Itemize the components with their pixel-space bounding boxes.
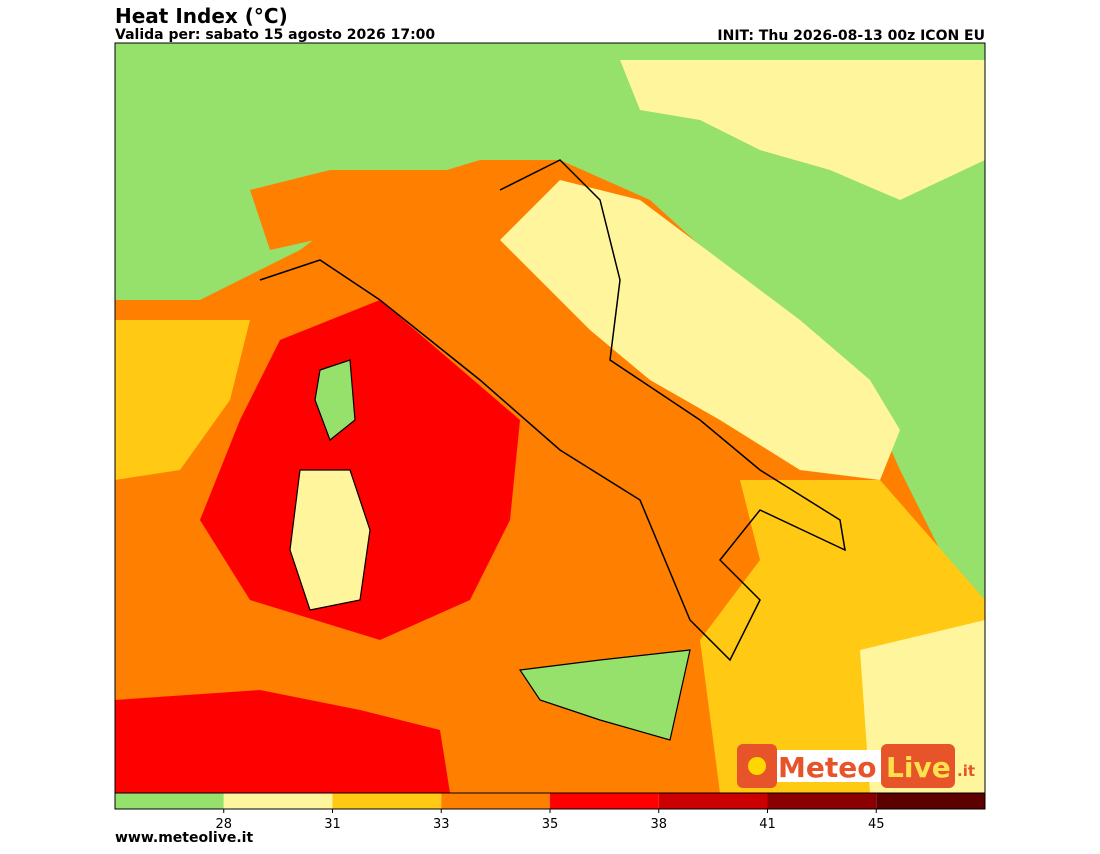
colorbar-tick-label: 38 bbox=[650, 817, 667, 832]
colorbar-segment bbox=[876, 793, 985, 809]
island-sardinia bbox=[289, 469, 371, 611]
title: Heat Index (°C) bbox=[115, 4, 288, 28]
zone-west bbox=[115, 320, 250, 480]
colorbar-segment bbox=[332, 793, 442, 809]
logo-bg bbox=[777, 750, 881, 782]
colorbar-segment bbox=[658, 793, 768, 809]
footer-site: www.meteolive.it bbox=[115, 830, 253, 846]
colorbar-tick-label: 45 bbox=[868, 817, 885, 832]
logo: Meteo Live .it bbox=[737, 744, 975, 788]
colorbar-tick-label: 35 bbox=[542, 817, 559, 832]
coastline-italy bbox=[259, 159, 846, 662]
logo-sun bbox=[748, 757, 766, 775]
zone-africa-red bbox=[115, 690, 450, 793]
zone-adriatic bbox=[500, 180, 900, 480]
valid-time: Valida per: sabato 15 agosto 2026 17:00 bbox=[115, 27, 435, 43]
island-sicily bbox=[518, 649, 691, 741]
logo-suffix: .it bbox=[957, 762, 975, 780]
colorbar-tick-label: 41 bbox=[759, 817, 776, 832]
colorbar-segment bbox=[550, 793, 659, 809]
colorbar-tick-label: 33 bbox=[433, 817, 450, 832]
colorbar-tick-label: 31 bbox=[324, 817, 341, 832]
colorbar-segment bbox=[441, 793, 550, 809]
logo-meteo: Meteo bbox=[778, 751, 876, 784]
map bbox=[114, 42, 986, 794]
colorbar: 28 31 33 35 38 41 45 bbox=[114, 792, 986, 832]
init-time: INIT: Thu 2026-08-13 00z ICON EU bbox=[717, 28, 985, 44]
colorbar-tick-label: 28 bbox=[215, 817, 232, 832]
zone-po bbox=[250, 170, 500, 250]
logo-live-bg bbox=[881, 744, 955, 788]
colorbar-segment bbox=[223, 793, 333, 809]
colorbar-segment bbox=[767, 793, 877, 809]
zone-pale bbox=[620, 60, 985, 200]
zone-tyrrhenian-red bbox=[200, 300, 520, 640]
logo-live: Live bbox=[886, 751, 951, 784]
colorbar-segment bbox=[115, 793, 224, 809]
island-corsica bbox=[314, 359, 356, 441]
